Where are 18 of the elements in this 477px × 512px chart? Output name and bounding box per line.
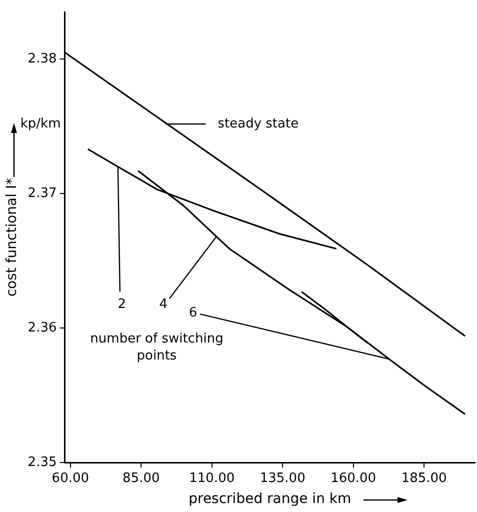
x-tick-label: 160.00 (330, 470, 376, 486)
y-axis-title: cost functional I* (4, 178, 20, 297)
y-tick-label: 2.38 (28, 51, 57, 66)
annotation: steady state (218, 116, 299, 132)
annotation: 4 (159, 297, 168, 312)
x-axis-title: prescribed range in km (188, 491, 352, 508)
annotation: 2 (118, 297, 126, 312)
annotation: number of switching points (90, 331, 224, 364)
x-tick-label: 135.00 (260, 470, 306, 486)
y-tick-label: 2.35 (28, 454, 57, 470)
text: kp/km (20, 116, 61, 132)
y-tick-label: 2.36 (28, 320, 57, 336)
x-tick-label: 110.00 (189, 470, 235, 486)
x-tick-label: 185.00 (401, 470, 447, 486)
x-tick-label: 85.00 (122, 470, 160, 486)
annotation: 6 (188, 305, 198, 320)
y-tick-label: 2.37 (28, 186, 57, 201)
x-tick-label: 60.00 (52, 470, 90, 486)
